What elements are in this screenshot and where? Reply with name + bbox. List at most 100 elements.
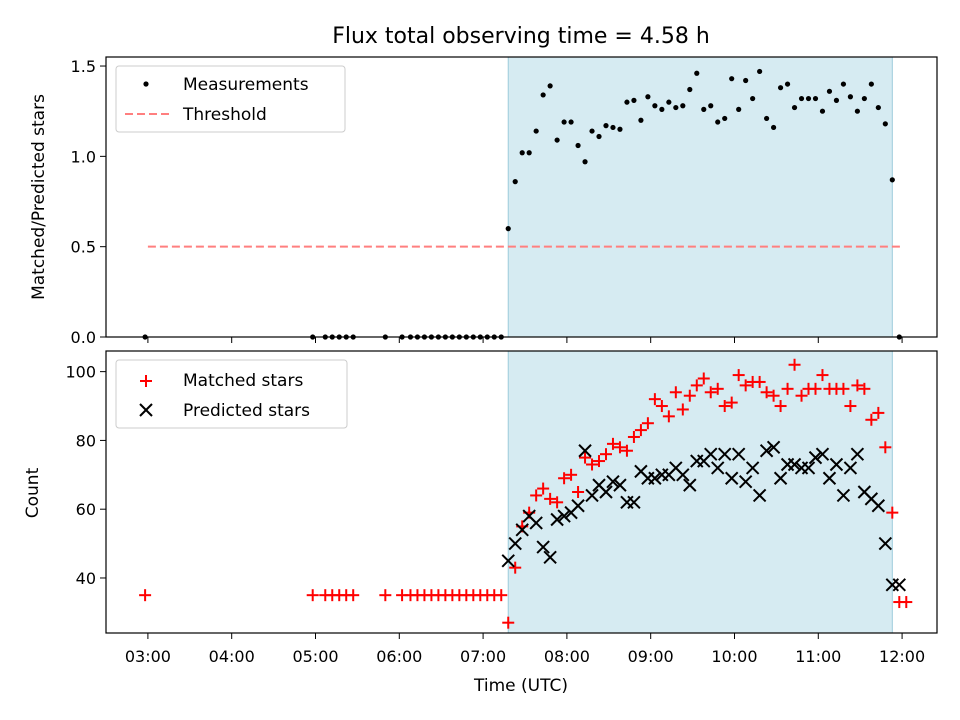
y-tick-label: 0.5 xyxy=(71,238,96,257)
measurement-point xyxy=(659,106,665,112)
matched-star-point xyxy=(613,441,626,454)
predicted-star-point xyxy=(711,461,725,475)
legend-matched-label: Matched stars xyxy=(183,371,303,391)
y-tick-label: 60 xyxy=(76,500,96,519)
y-tick-label: 0.0 xyxy=(71,328,96,347)
measurement-point xyxy=(554,137,560,143)
matched-star-point xyxy=(599,448,612,461)
measurement-point xyxy=(540,92,546,98)
predicted-star-point xyxy=(878,536,893,551)
measurement-point xyxy=(819,108,826,114)
legend-measurements-marker xyxy=(143,81,149,87)
measurement-point xyxy=(757,68,763,75)
matched-star-point xyxy=(139,589,152,602)
measurement-point xyxy=(519,150,525,156)
measurement-point xyxy=(770,124,777,131)
matched-star-point xyxy=(732,369,745,382)
measurement-point xyxy=(561,119,567,125)
predicted-star-point xyxy=(571,499,585,513)
measurement-point xyxy=(533,128,539,134)
measurement-point xyxy=(861,95,867,102)
matched-star-point xyxy=(502,616,515,629)
x-tick-label: 12:00 xyxy=(879,647,925,666)
matched-star-point xyxy=(753,375,766,388)
top-legend-box xyxy=(115,65,346,133)
measurement-point xyxy=(582,159,588,165)
predicted-star-point xyxy=(808,450,823,465)
predicted-star-point xyxy=(599,485,613,499)
matched-star-point xyxy=(565,468,578,481)
x-tick-label: 05:00 xyxy=(292,647,338,666)
predicted-star-point xyxy=(892,578,906,592)
predicted-star-point xyxy=(752,488,767,503)
matched-star-point xyxy=(844,400,857,413)
measurement-point xyxy=(826,88,833,94)
matched-star-point xyxy=(683,389,696,402)
x-tick-label: 09:00 xyxy=(628,647,674,666)
measurement-point xyxy=(575,142,581,149)
measurement-point xyxy=(798,95,805,102)
predicted-star-point xyxy=(822,471,837,485)
top-panel: 0.0 0.5 1.0 1.5 Matched/Predicted stars Mea… xyxy=(29,56,938,347)
measurement-point xyxy=(666,99,672,105)
matched-star-point xyxy=(655,400,668,413)
bottom-panel-frame xyxy=(105,350,938,634)
predicted-star-point xyxy=(585,488,599,503)
bottom-ylabel: Count xyxy=(23,467,43,518)
matched-star-point xyxy=(627,430,640,443)
bottom-legend: Matched stars Predicted stars xyxy=(115,359,348,429)
matched-star-point xyxy=(551,496,564,509)
matched-star-point xyxy=(676,403,689,416)
matched-star-point xyxy=(690,379,703,392)
measurement-point xyxy=(729,76,735,82)
matched-star-point xyxy=(306,589,319,602)
measurement-point xyxy=(512,179,518,185)
predicted-star-point xyxy=(724,471,739,485)
measurement-point xyxy=(833,97,840,103)
matched-star-point xyxy=(711,382,724,395)
measurement-point xyxy=(784,81,791,87)
predicted-star-point xyxy=(543,550,557,565)
matched-star-point xyxy=(379,589,392,602)
predicted-star-point xyxy=(613,478,627,492)
measurement-point xyxy=(673,104,679,111)
predicted-star-point xyxy=(759,444,774,458)
measurement-point xyxy=(805,95,812,102)
measurement-point xyxy=(652,103,658,109)
matched-star-point xyxy=(767,389,780,402)
x-tick-label: 11:00 xyxy=(795,647,841,666)
matched-star-point xyxy=(781,382,794,395)
measurement-point xyxy=(812,95,819,102)
matched-star-point xyxy=(634,424,647,437)
matched-star-point xyxy=(739,379,752,392)
matched-star-point xyxy=(572,486,585,498)
matched-star-point xyxy=(704,386,717,399)
predicted-star-point xyxy=(871,499,886,513)
matched-star-point xyxy=(879,441,892,454)
measurement-point xyxy=(603,123,609,129)
predicted-star-point xyxy=(515,523,529,537)
measurement-point xyxy=(568,119,574,125)
predicted-star-point xyxy=(704,447,718,461)
measurement-point xyxy=(777,85,784,91)
measurement-point xyxy=(617,126,623,132)
measurement-point xyxy=(680,103,686,109)
x-tick-label: 08:00 xyxy=(544,647,590,666)
predicted-star-point xyxy=(766,440,781,454)
predicted-star-point xyxy=(801,461,816,475)
observing-window-shade xyxy=(507,350,893,634)
legend-predicted-marker xyxy=(139,403,153,417)
predicted-star-point xyxy=(815,447,830,461)
measurement-point xyxy=(687,86,693,93)
matched-star-point xyxy=(606,437,619,450)
measurement-point xyxy=(854,108,860,114)
measurement-point xyxy=(694,70,700,76)
predicted-star-point xyxy=(773,471,788,485)
x-tick-label: 03:00 xyxy=(125,647,171,666)
y-tick-label: 40 xyxy=(76,569,96,588)
top-ylabel: Matched/Predicted stars xyxy=(29,94,49,300)
legend-measurements-label: Measurements xyxy=(183,75,309,95)
measurement-point xyxy=(847,94,854,100)
matched-star-point xyxy=(837,382,850,395)
predicted-star-point xyxy=(829,457,844,472)
